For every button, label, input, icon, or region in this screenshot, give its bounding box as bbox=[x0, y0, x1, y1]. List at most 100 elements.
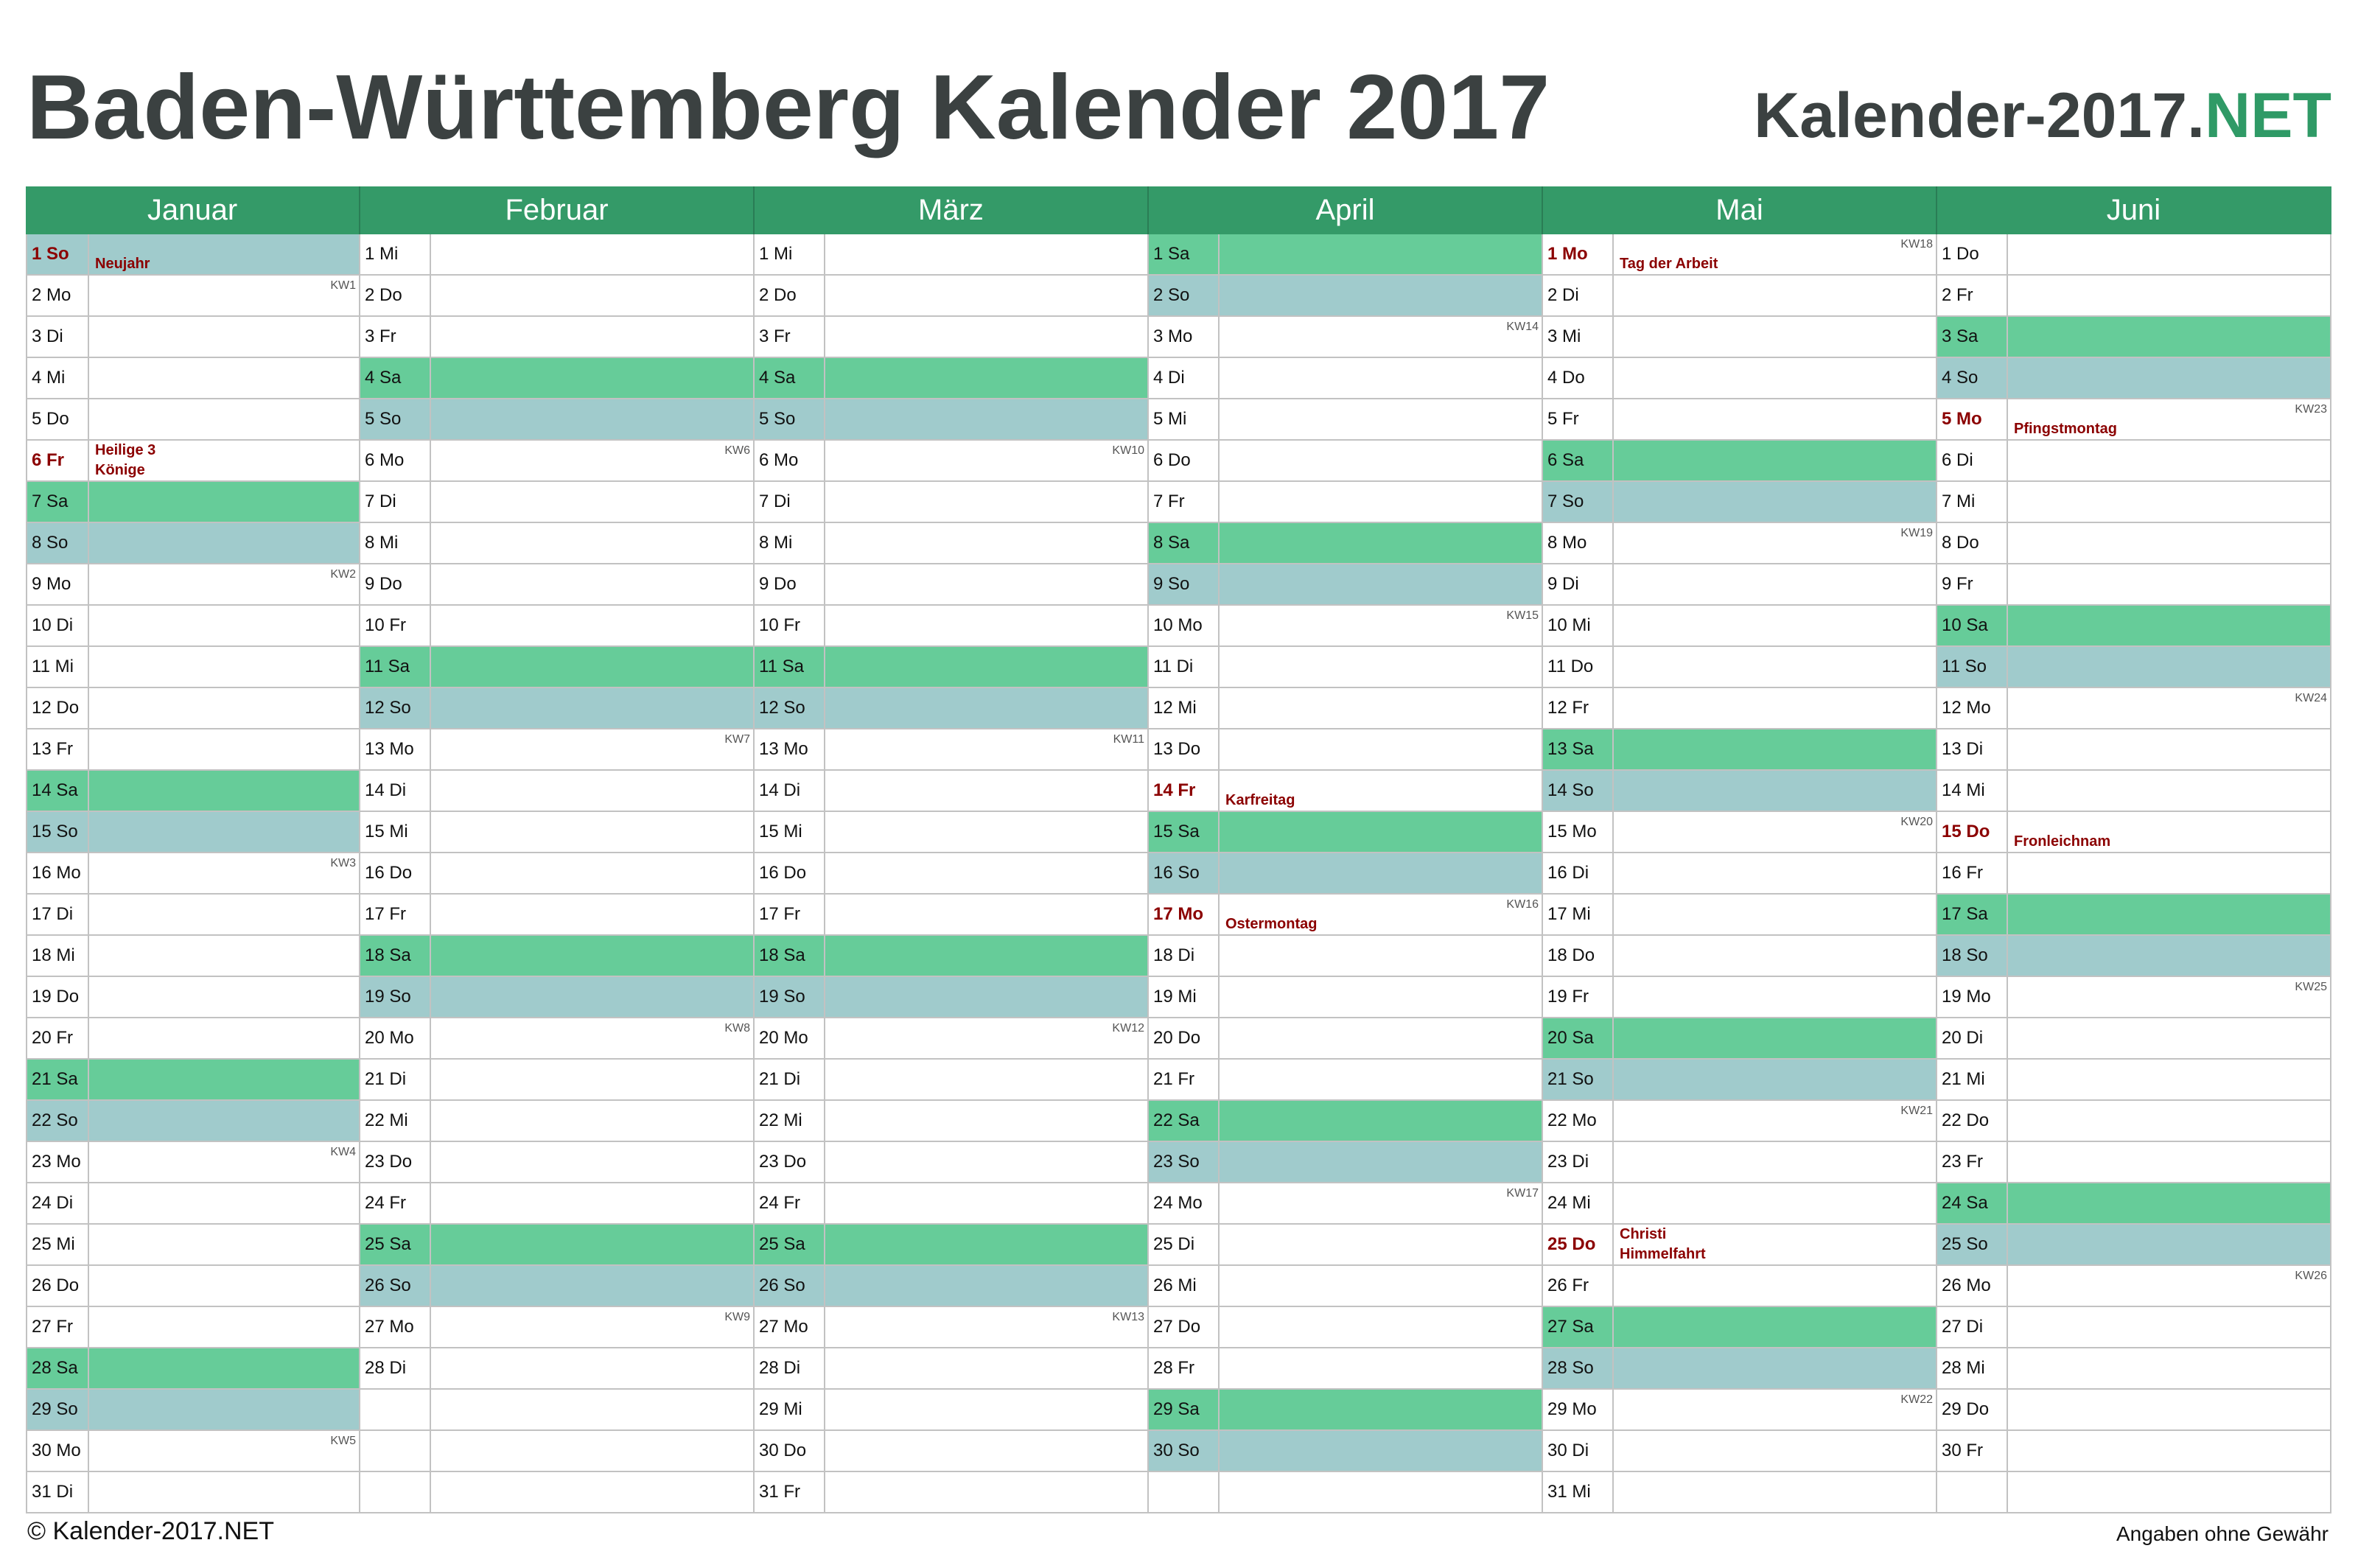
day-label: 22 Sa bbox=[1149, 1101, 1220, 1141]
day-label: 23 So bbox=[1149, 1142, 1220, 1182]
day-row: 8 Do bbox=[1937, 523, 2330, 564]
day-note-cell bbox=[1614, 1060, 1936, 1099]
day-note-cell bbox=[1614, 1266, 1936, 1306]
day-label: 2 Di bbox=[1543, 276, 1614, 315]
day-label: 2 Fr bbox=[1937, 276, 2008, 315]
day-note-cell bbox=[89, 895, 359, 934]
day-label: 3 Di bbox=[27, 317, 89, 357]
day-note-cell: KW17 bbox=[1220, 1183, 1542, 1223]
day-note-cell: Christi Himmelfahrt bbox=[1614, 1225, 1936, 1264]
day-note-cell bbox=[89, 1472, 359, 1512]
week-number: KW1 bbox=[330, 279, 356, 292]
day-label: 14 Sa bbox=[27, 771, 89, 811]
day-row: 27 Fr bbox=[27, 1307, 359, 1348]
day-row: 11 Sa bbox=[360, 647, 753, 688]
day-note-cell bbox=[1220, 1225, 1542, 1264]
day-label: 18 Sa bbox=[755, 936, 825, 976]
day-note-cell: KW3 bbox=[89, 853, 359, 893]
day-label: 25 Mi bbox=[27, 1225, 89, 1264]
day-note-cell bbox=[431, 812, 753, 852]
day-row: 9 Fr bbox=[1937, 564, 2330, 606]
day-row: 21 Di bbox=[755, 1060, 1147, 1101]
day-row: 2 Mo KW1 bbox=[27, 276, 359, 317]
month-header-juni: Juni bbox=[1937, 186, 2331, 234]
week-number: KW8 bbox=[724, 1022, 750, 1035]
day-note-cell: KW1 bbox=[89, 276, 359, 315]
day-note-cell bbox=[89, 482, 359, 522]
day-row: 20 Di bbox=[1937, 1018, 2330, 1060]
day-label: 26 Mi bbox=[1149, 1266, 1220, 1306]
day-row: 15 So bbox=[27, 812, 359, 853]
day-row: 19 Do bbox=[27, 977, 359, 1018]
week-number: KW3 bbox=[330, 857, 356, 869]
day-note-cell bbox=[825, 1431, 1147, 1471]
holiday-name-line: Fronleichnam bbox=[2014, 833, 2111, 850]
day-note-cell bbox=[1220, 523, 1542, 563]
day-note-cell bbox=[431, 1060, 753, 1099]
day-row: 12 So bbox=[360, 688, 753, 729]
week-number: KW4 bbox=[330, 1146, 356, 1158]
day-note-cell bbox=[825, 812, 1147, 852]
day-label: 5 Do bbox=[27, 399, 89, 439]
day-label: 30 Mo bbox=[27, 1431, 89, 1471]
day-note-cell bbox=[89, 1018, 359, 1058]
day-row: 4 Mi bbox=[27, 358, 359, 399]
day-label: 4 So bbox=[1937, 358, 2008, 398]
day-note-cell: KW21 bbox=[1614, 1101, 1936, 1141]
day-row: 29 Mo KW22 bbox=[1543, 1390, 1936, 1431]
day-label: 15 Mo bbox=[1543, 812, 1614, 852]
day-row: 7 Fr bbox=[1149, 482, 1542, 523]
day-note-cell bbox=[1220, 564, 1542, 604]
day-note-cell bbox=[825, 1060, 1147, 1099]
day-note-cell bbox=[1220, 1142, 1542, 1182]
day-note-cell bbox=[2008, 482, 2330, 522]
day-row: 18 Mi bbox=[27, 936, 359, 977]
day-row: 30 So bbox=[1149, 1431, 1542, 1472]
day-note-cell bbox=[431, 1431, 753, 1471]
day-note-cell bbox=[1614, 564, 1936, 604]
day-note-cell bbox=[2008, 647, 2330, 687]
day-label: 28 Di bbox=[360, 1348, 431, 1388]
day-row: 17 Mi bbox=[1543, 895, 1936, 936]
day-note-cell bbox=[825, 399, 1147, 439]
day-row: 6 Mo KW10 bbox=[755, 441, 1147, 482]
day-row: 8 Mi bbox=[360, 523, 753, 564]
day-note-cell bbox=[1614, 1307, 1936, 1347]
day-label: 25 Di bbox=[1149, 1225, 1220, 1264]
day-note-cell bbox=[1614, 977, 1936, 1017]
day-note-cell bbox=[1614, 441, 1936, 480]
day-label: 8 Mi bbox=[755, 523, 825, 563]
day-note-cell: KW9 bbox=[431, 1307, 753, 1347]
day-note-cell bbox=[431, 1390, 753, 1429]
day-row: 22 So bbox=[27, 1101, 359, 1142]
week-number: KW21 bbox=[1900, 1105, 1933, 1117]
day-label: 19 Mi bbox=[1149, 977, 1220, 1017]
day-note-cell bbox=[89, 317, 359, 357]
day-label: 12 So bbox=[755, 688, 825, 728]
day-label: 20 Fr bbox=[27, 1018, 89, 1058]
day-label: 20 Sa bbox=[1543, 1018, 1614, 1058]
day-row: 14 Di bbox=[755, 771, 1147, 812]
day-label: 14 Fr bbox=[1149, 771, 1220, 811]
day-note-cell: Fronleichnam bbox=[2008, 812, 2330, 852]
day-label: 15 Mi bbox=[360, 812, 431, 852]
day-note-cell bbox=[825, 853, 1147, 893]
day-label: 25 So bbox=[1937, 1225, 2008, 1264]
day-note-cell bbox=[825, 564, 1147, 604]
day-row: 14 Di bbox=[360, 771, 753, 812]
day-row: 16 Fr bbox=[1937, 853, 2330, 895]
day-row: 8 So bbox=[27, 523, 359, 564]
site-logo-main: Kalender-2017. bbox=[1754, 80, 2205, 151]
day-label: 5 So bbox=[360, 399, 431, 439]
day-note-cell: KW10 bbox=[825, 441, 1147, 480]
day-label: 2 Mo bbox=[27, 276, 89, 315]
day-note-cell bbox=[1220, 688, 1542, 728]
holiday-name-line: Könige bbox=[95, 462, 145, 478]
day-row: 11 Di bbox=[1149, 647, 1542, 688]
day-label: 17 Mo bbox=[1149, 895, 1220, 934]
day-row: 17 Di bbox=[27, 895, 359, 936]
day-label: 23 Di bbox=[1543, 1142, 1614, 1182]
day-note-cell bbox=[825, 1390, 1147, 1429]
day-row: 20 Mo KW8 bbox=[360, 1018, 753, 1060]
day-row: 28 Mi bbox=[1937, 1348, 2330, 1390]
